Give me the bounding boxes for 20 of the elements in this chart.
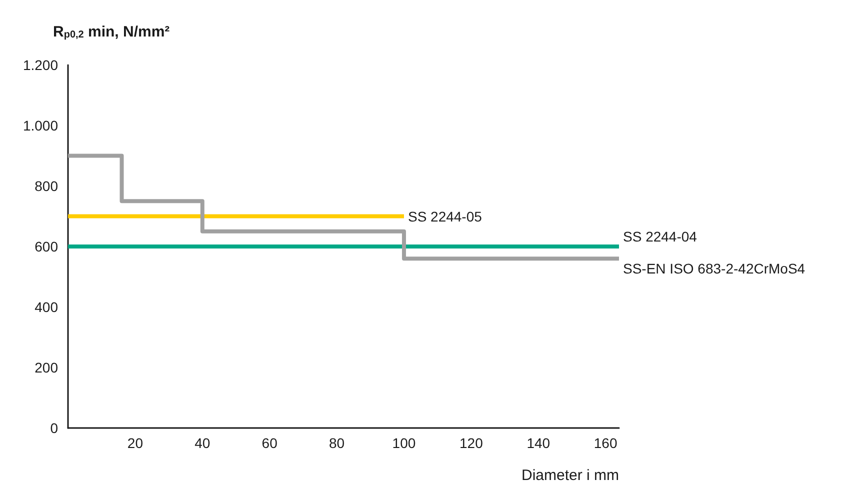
x-tick-label: 140 xyxy=(526,435,550,451)
y-tick-label: 600 xyxy=(34,238,58,254)
x-tick-label: 120 xyxy=(459,435,484,451)
series-label: SS-EN ISO 683-2-42CrMoS4 xyxy=(623,260,806,277)
y-tick-label: 400 xyxy=(34,299,58,315)
y-axis-title: Rp0,2 min, N/mm² xyxy=(53,24,170,40)
x-tick-label: 100 xyxy=(392,435,416,451)
y-tick-label: 800 xyxy=(34,178,58,194)
x-axis-title: Diameter i mm xyxy=(521,467,619,484)
x-tick-label: 80 xyxy=(328,435,345,451)
x-tick-label: 60 xyxy=(262,435,278,451)
y-tick-label: 200 xyxy=(34,360,58,376)
series-label: SS 2244-04 xyxy=(623,228,698,244)
x-tick-label: 40 xyxy=(194,435,210,451)
y-tick-label: 0 xyxy=(50,420,58,436)
x-tick-label: 20 xyxy=(127,435,144,451)
x-tick-label: 160 xyxy=(594,435,618,451)
series-label: SS 2244-05 xyxy=(408,208,482,224)
y-tick-label: 1.200 xyxy=(22,57,58,73)
y-tick-label: 1.000 xyxy=(22,118,58,134)
